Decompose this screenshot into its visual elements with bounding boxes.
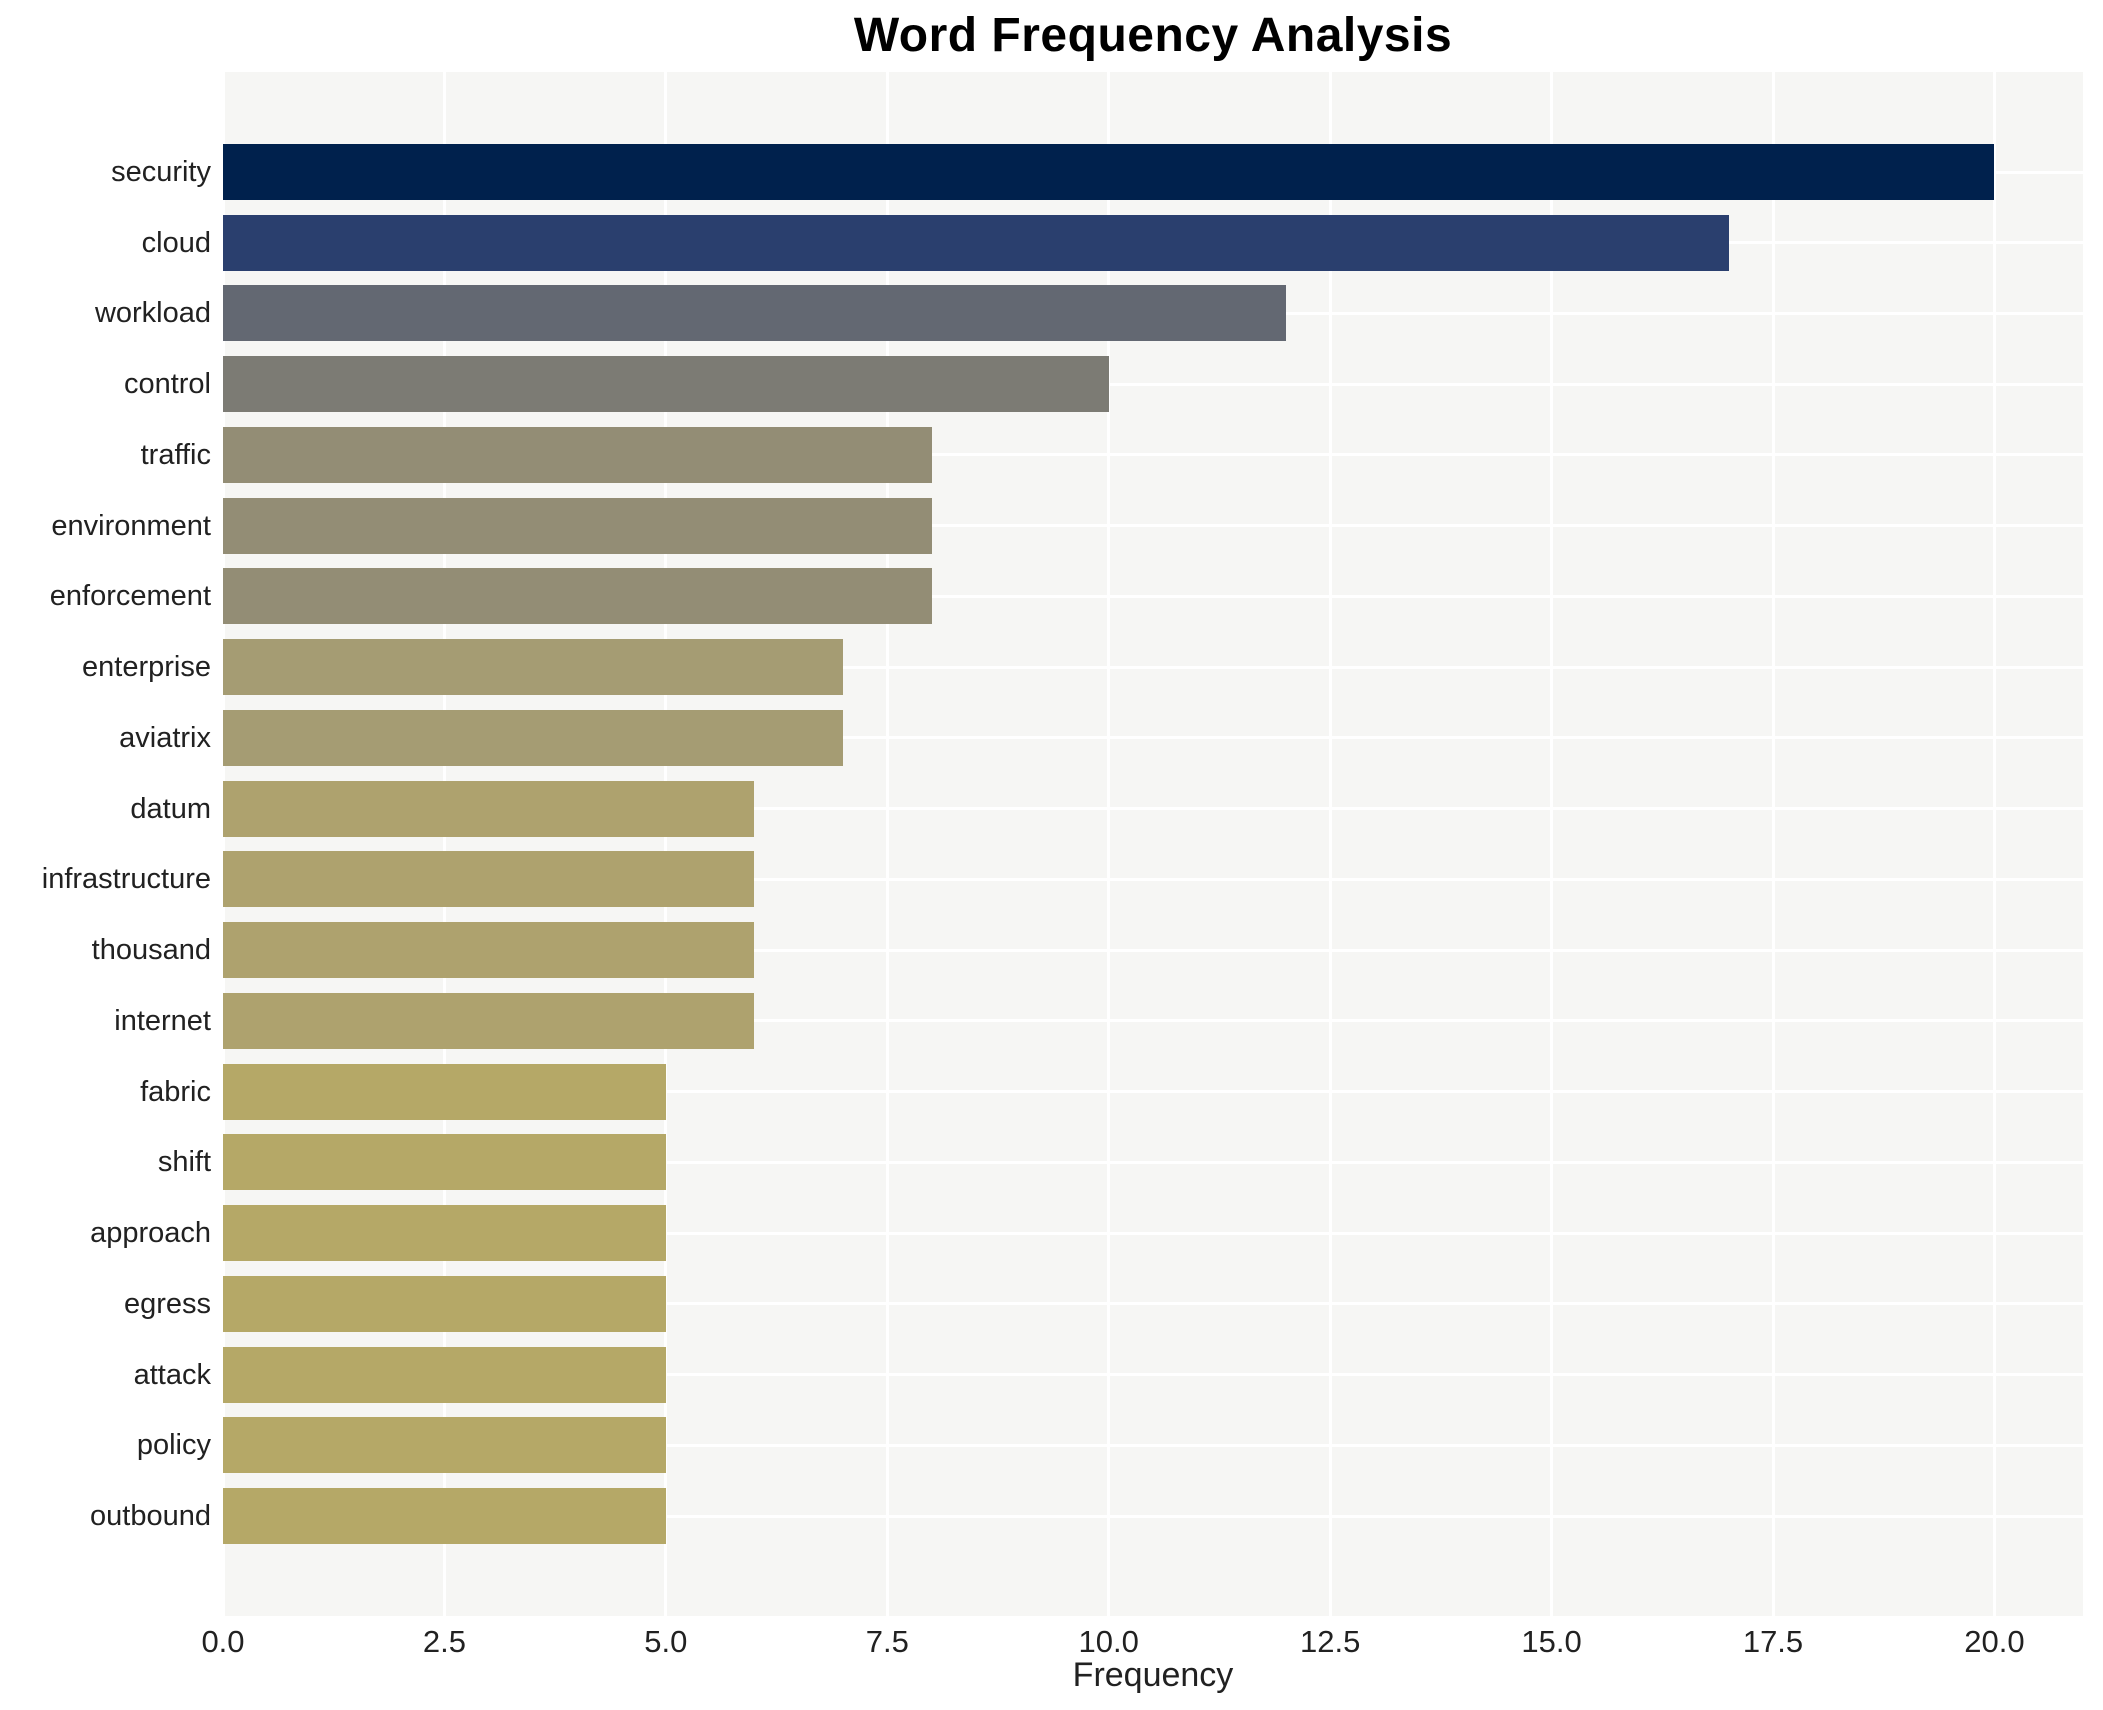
bar-policy	[223, 1417, 666, 1474]
gridline-x	[1107, 72, 1111, 1616]
bar-enforcement	[223, 568, 932, 625]
bar-control	[223, 356, 1109, 413]
x-tick-label: 15.0	[1521, 1624, 1582, 1659]
category-label-datum: datum	[130, 792, 211, 825]
bar-environment	[223, 497, 932, 554]
category-label-enterprise: enterprise	[82, 651, 211, 684]
gridline-y	[223, 524, 2083, 528]
x-axis-label: Frequency	[1072, 1656, 1234, 1694]
category-label-attack: attack	[133, 1358, 211, 1391]
gridline-y	[223, 948, 2083, 952]
category-label-security: security	[111, 156, 211, 188]
category-label-aviatrix: aviatrix	[119, 721, 211, 754]
x-tick-label: 0.0	[201, 1624, 245, 1659]
gridline-y	[223, 453, 2083, 457]
category-label-fabric: fabric	[140, 1075, 211, 1108]
chart-title: Word Frequency Analysis	[853, 9, 1453, 62]
gridline-y	[223, 1090, 2083, 1094]
category-label-infrastructure: infrastructure	[41, 863, 211, 896]
gridline-x	[1771, 72, 1775, 1616]
gridline-x	[221, 72, 225, 1616]
x-tick-label: 17.5	[1742, 1624, 1804, 1659]
gridline-y	[223, 736, 2083, 740]
category-label-approach: approach	[90, 1217, 211, 1250]
plot-area	[221, 72, 2083, 1616]
bar-egress	[223, 1275, 666, 1332]
category-label-control: control	[123, 368, 211, 401]
x-tick-label: 7.5	[865, 1624, 909, 1659]
category-label-policy: policy	[136, 1429, 211, 1462]
category-label-traffic: traffic	[140, 438, 211, 471]
gridline-y	[223, 1160, 2083, 1164]
gridline-y	[223, 807, 2083, 811]
gridline-x	[1328, 72, 1332, 1616]
gridline-x	[442, 72, 446, 1616]
gridline-y	[223, 877, 2083, 881]
gridline-x	[664, 72, 668, 1616]
bar-traffic	[223, 426, 932, 483]
category-label-workload: workload	[94, 297, 211, 330]
x-tick-label: 10.0	[1078, 1624, 1139, 1659]
bar-workload	[223, 285, 1286, 342]
gridline-y	[223, 594, 2083, 598]
bar-fabric	[223, 1063, 666, 1120]
x-tick-label: 20.0	[1964, 1624, 2025, 1659]
bar-datum	[223, 780, 755, 837]
category-label-internet: internet	[114, 1004, 211, 1037]
gridline-y	[223, 1514, 2083, 1518]
gridline-y	[223, 665, 2083, 669]
category-label-enforcement: enforcement	[49, 580, 211, 613]
category-label-shift: shift	[157, 1146, 211, 1179]
bar-thousand	[223, 922, 755, 979]
gridline-y	[223, 1443, 2083, 1447]
gridline-y	[223, 382, 2083, 386]
gridline-y	[223, 1373, 2083, 1377]
x-tick-label: 12.5	[1299, 1624, 1361, 1659]
gridline-y	[223, 1231, 2083, 1235]
category-label-cloud: cloud	[141, 226, 211, 259]
gridline-y	[223, 1019, 2083, 1023]
gridline-x	[1992, 72, 1996, 1616]
gridline-x	[1550, 72, 1554, 1616]
bar-cloud	[223, 214, 1729, 271]
bar-infrastructure	[223, 851, 755, 908]
bar-outbound	[223, 1488, 666, 1544]
bar-security	[223, 144, 1995, 200]
bar-approach	[223, 1205, 666, 1262]
bar-internet	[223, 992, 755, 1049]
gridline-y	[223, 1302, 2083, 1306]
category-label-egress: egress	[123, 1287, 211, 1320]
x-tick-label: 2.5	[422, 1624, 466, 1659]
category-label-environment: environment	[51, 509, 211, 542]
bar-enterprise	[223, 639, 843, 696]
x-tick-label: 5.0	[644, 1624, 688, 1659]
category-label-outbound: outbound	[90, 1500, 211, 1532]
bar-aviatrix	[223, 709, 843, 766]
category-label-thousand: thousand	[91, 934, 211, 967]
bar-attack	[223, 1346, 666, 1403]
bar-shift	[223, 1134, 666, 1191]
gridline-x	[885, 72, 889, 1616]
